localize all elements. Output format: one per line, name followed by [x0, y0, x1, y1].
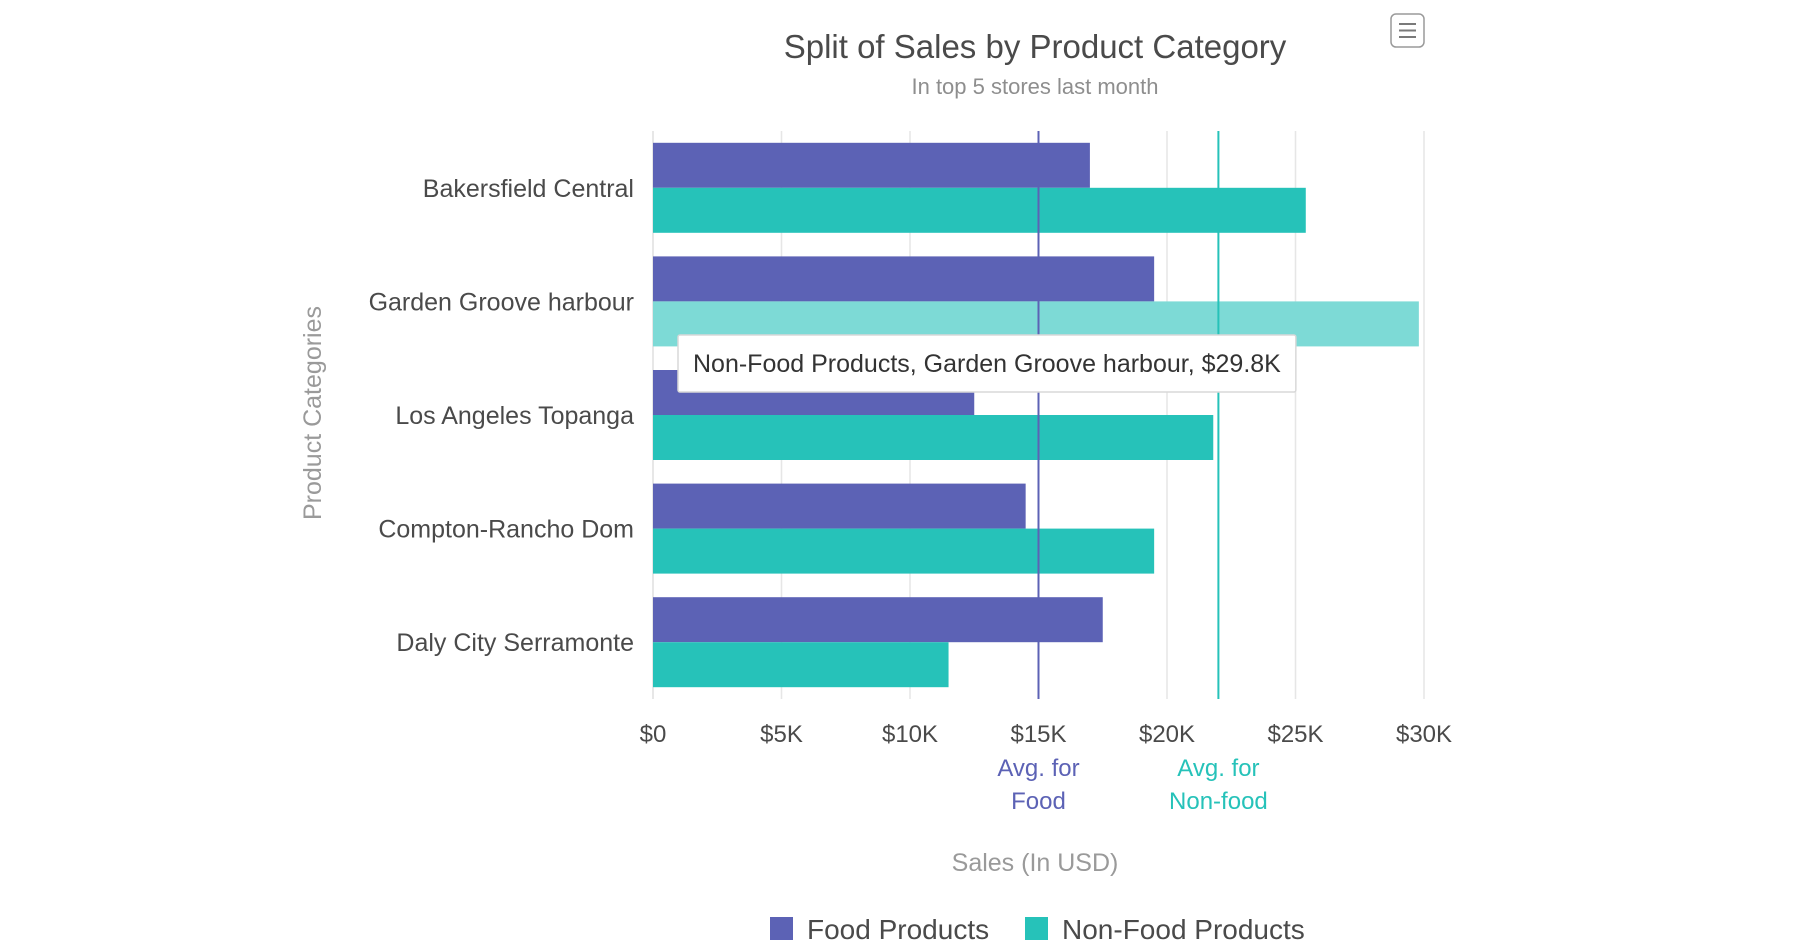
category-label: Bakersfield Central — [423, 175, 634, 203]
x-tick-label: $15K — [1010, 721, 1066, 748]
bar[interactable] — [653, 483, 1026, 529]
bar[interactable] — [653, 642, 949, 688]
x-tick-label: $5K — [760, 721, 803, 748]
bar[interactable] — [653, 415, 1214, 460]
category-label: Daly City Serramonte — [396, 629, 634, 657]
legend-swatch — [770, 917, 793, 940]
bar[interactable] — [653, 528, 1155, 574]
x-tick-label: $30K — [1396, 721, 1452, 748]
legend-item[interactable]: Food Products — [770, 914, 989, 945]
legend-label: Food Products — [807, 914, 989, 945]
category-label: Compton-Rancho Dom — [378, 516, 634, 544]
reference-line-label: Avg. for — [997, 755, 1079, 782]
legend-swatch — [1025, 917, 1048, 940]
bar[interactable] — [653, 187, 1306, 233]
category-label: Los Angeles Topanga — [395, 402, 634, 430]
bar[interactable] — [653, 142, 1090, 188]
x-tick-label: $10K — [882, 721, 938, 748]
legend-label: Non-Food Products — [1062, 914, 1305, 945]
x-tick-label: $0 — [640, 721, 667, 748]
y-axis-title: Product Categories — [299, 306, 327, 520]
reference-line-label: Non-food — [1169, 788, 1268, 815]
bar[interactable] — [653, 256, 1155, 302]
x-tick-label: $25K — [1267, 721, 1323, 748]
tooltip: Non-Food Products, Garden Groove harbour… — [677, 334, 1297, 393]
bar[interactable] — [653, 597, 1103, 643]
legend-item[interactable]: Non-Food Products — [1025, 914, 1305, 945]
reference-line-label: Avg. for — [1177, 755, 1259, 782]
chart-title: Split of Sales by Product Category — [784, 28, 1287, 65]
category-label: Garden Groove harbour — [369, 288, 634, 316]
chart-subtitle: In top 5 stores last month — [911, 74, 1158, 99]
x-axis-title: Sales (In USD) — [952, 849, 1119, 877]
hamburger-menu-icon — [1399, 23, 1416, 38]
chart-menu-button[interactable] — [1390, 13, 1425, 48]
tooltip-text: Non-Food Products, Garden Groove harbour… — [693, 350, 1281, 378]
reference-line-label: Food — [1011, 788, 1066, 815]
x-tick-label: $20K — [1139, 721, 1195, 748]
